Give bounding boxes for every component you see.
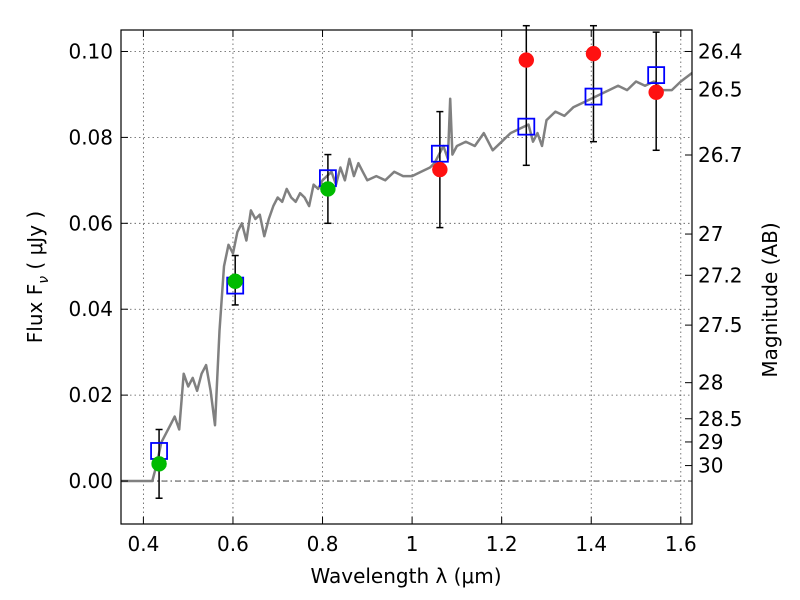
- right-tick-label: 28.5: [698, 407, 743, 431]
- y-axis-title-main: Flux F: [23, 284, 47, 343]
- right-tick-label: 27.5: [698, 313, 743, 337]
- right-tick-label: 26.4: [698, 39, 743, 63]
- model-photometry-square: [647, 66, 666, 85]
- upper-limit-point: [432, 161, 448, 178]
- x-tick-label: 0.4: [127, 532, 159, 556]
- x-tick-label: 1.2: [486, 532, 518, 556]
- upper-limit-point: [585, 45, 602, 62]
- right-tick-label: 29: [698, 430, 723, 454]
- detection-point: [227, 273, 243, 290]
- model-photometry-square: [584, 87, 603, 106]
- plot-area: [121, 72, 692, 483]
- model-photometry-square: [517, 117, 536, 136]
- upper-limit-point: [648, 84, 664, 101]
- y-tick-label: 0.06: [68, 211, 113, 235]
- x-tick-label: 1.6: [665, 532, 697, 556]
- y-tick-label: 0.00: [68, 469, 113, 493]
- upper-limit-point: [518, 52, 535, 68]
- right-tick-label: 26.5: [698, 77, 743, 101]
- detection-point: [320, 181, 336, 197]
- markers: [150, 24, 666, 499]
- x-tick-label: 1: [406, 532, 419, 556]
- ticks: 0.4 0.6 0.8 1 1.2 1.4 1.6 0.00 0.02 0.04 0.06 0.08 0…: [68, 30, 743, 556]
- y-tick-label: 0.02: [68, 383, 113, 407]
- model-spectrum-line: [121, 72, 692, 483]
- plot-frame: [120, 29, 693, 525]
- detection-point: [151, 456, 167, 472]
- y-tick-label: 0.10: [68, 39, 113, 63]
- x-tick-label: 1.4: [575, 532, 607, 556]
- y-axis-title: Flux Fν ( μJy ): [23, 211, 52, 343]
- y-tick-label: 0.04: [68, 297, 113, 321]
- x-tick-label: 0.6: [217, 532, 249, 556]
- right-tick-label: 27.2: [698, 263, 743, 287]
- y-tick-label: 0.08: [68, 125, 113, 149]
- right-tick-label: 27: [698, 222, 723, 246]
- right-tick-label: 30: [698, 454, 723, 478]
- y-axis-title-unit: ( μJy ): [23, 211, 47, 276]
- right-axis-title: Magnitude (AB): [758, 222, 782, 377]
- model-photometry-square: [430, 144, 449, 163]
- x-axis-title: Wavelength λ (μm): [310, 564, 501, 588]
- x-tick-label: 0.8: [307, 532, 339, 556]
- right-tick-label: 26.7: [698, 143, 743, 167]
- right-tick-label: 28: [698, 371, 723, 395]
- y-axis-title-sub: ν: [36, 276, 52, 284]
